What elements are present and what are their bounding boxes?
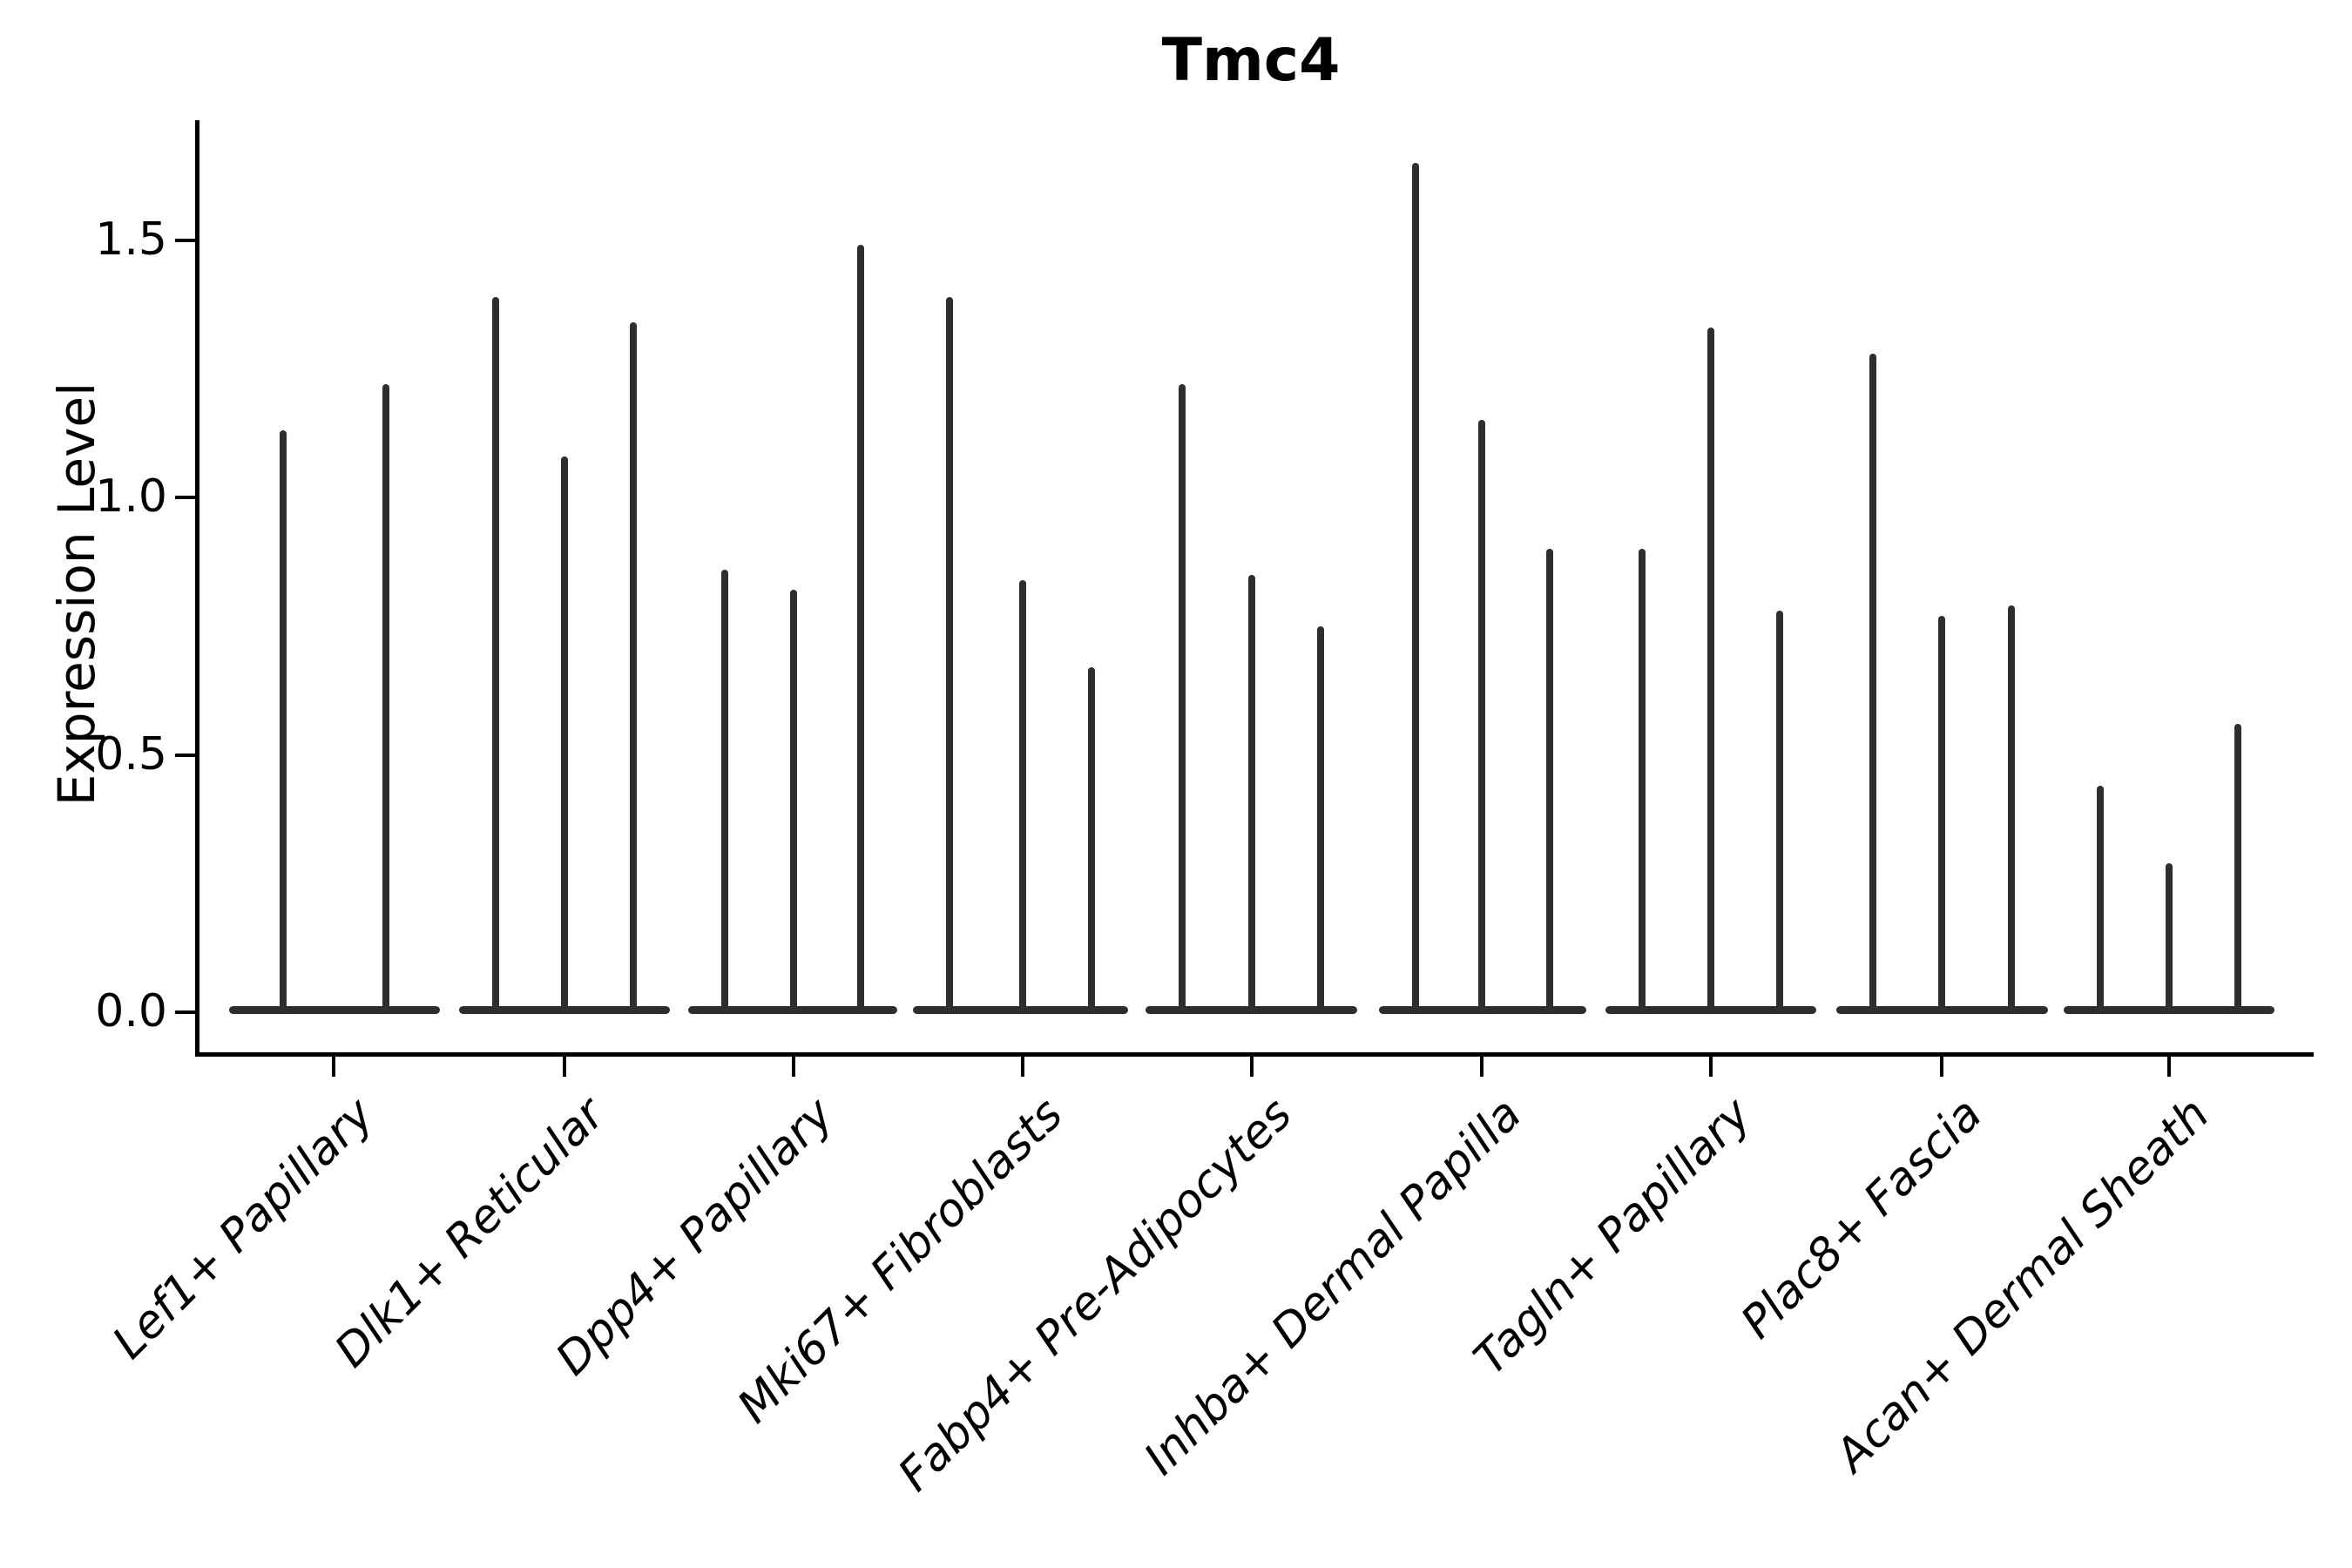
- x-tick-mark: [332, 1056, 335, 1077]
- plot-title: Tmc4: [1161, 26, 1341, 95]
- violin-spike: [857, 245, 864, 1013]
- x-tick-mark: [1940, 1056, 1943, 1077]
- y-tick-label: 0.0: [95, 985, 167, 1037]
- violin-spike: [1478, 420, 1485, 1013]
- x-tick-label: Acan+ Dermal Sheath: [1825, 1088, 2220, 1483]
- violin-spike: [1088, 667, 1095, 1013]
- x-tick-mark: [1709, 1056, 1713, 1077]
- x-tick-mark: [1250, 1056, 1254, 1077]
- x-tick-mark: [1480, 1056, 1484, 1077]
- violin-spike: [1019, 579, 1026, 1013]
- violin-spike: [946, 296, 953, 1013]
- x-tick-mark: [563, 1056, 566, 1077]
- violin-baseline: [229, 1006, 440, 1014]
- x-tick-mark: [2167, 1056, 2171, 1077]
- y-tick-label: 1.0: [95, 470, 167, 523]
- violin-spike: [1248, 574, 1255, 1013]
- violin-spike: [630, 322, 637, 1013]
- violin-spike: [1776, 611, 1783, 1013]
- x-tick-mark: [1021, 1056, 1024, 1077]
- y-axis-line: [195, 120, 199, 1056]
- violin-spike: [1707, 327, 1714, 1013]
- y-tick-mark: [175, 238, 195, 242]
- x-tick-label: Plac8+ Fascia: [1731, 1088, 1992, 1349]
- violin-spike: [790, 590, 797, 1013]
- x-tick-label: Fabp4+ Pre-Adipocytes: [889, 1088, 1302, 1502]
- x-tick-mark: [792, 1056, 795, 1077]
- y-tick-mark: [175, 496, 195, 499]
- violin-spike: [382, 383, 389, 1013]
- y-tick-mark: [175, 753, 195, 757]
- violin-spike: [1546, 549, 1553, 1013]
- violin-spike: [2008, 605, 2015, 1013]
- violin-spike: [721, 569, 728, 1013]
- violin-spike: [561, 456, 568, 1013]
- y-tick-mark: [175, 1010, 195, 1014]
- violin-spike: [1639, 549, 1646, 1013]
- y-tick-label: 0.5: [95, 727, 167, 781]
- violin-spike: [2097, 785, 2104, 1013]
- x-tick-label: Inhba+ Dermal Papilla: [1134, 1088, 1532, 1485]
- violin-spike: [1869, 353, 1876, 1013]
- y-axis-label: Expression Level: [47, 382, 106, 807]
- violin-spike: [1179, 383, 1186, 1013]
- violin-spike: [2234, 724, 2241, 1013]
- violin-spike: [1412, 162, 1419, 1013]
- violin-spike: [1317, 625, 1324, 1013]
- violin-spike: [2166, 862, 2173, 1013]
- violin-spike: [280, 430, 287, 1013]
- violin-spike: [1938, 615, 1945, 1013]
- x-axis-line: [195, 1052, 2314, 1057]
- y-tick-label: 1.5: [95, 213, 167, 266]
- violin-spike: [492, 296, 499, 1013]
